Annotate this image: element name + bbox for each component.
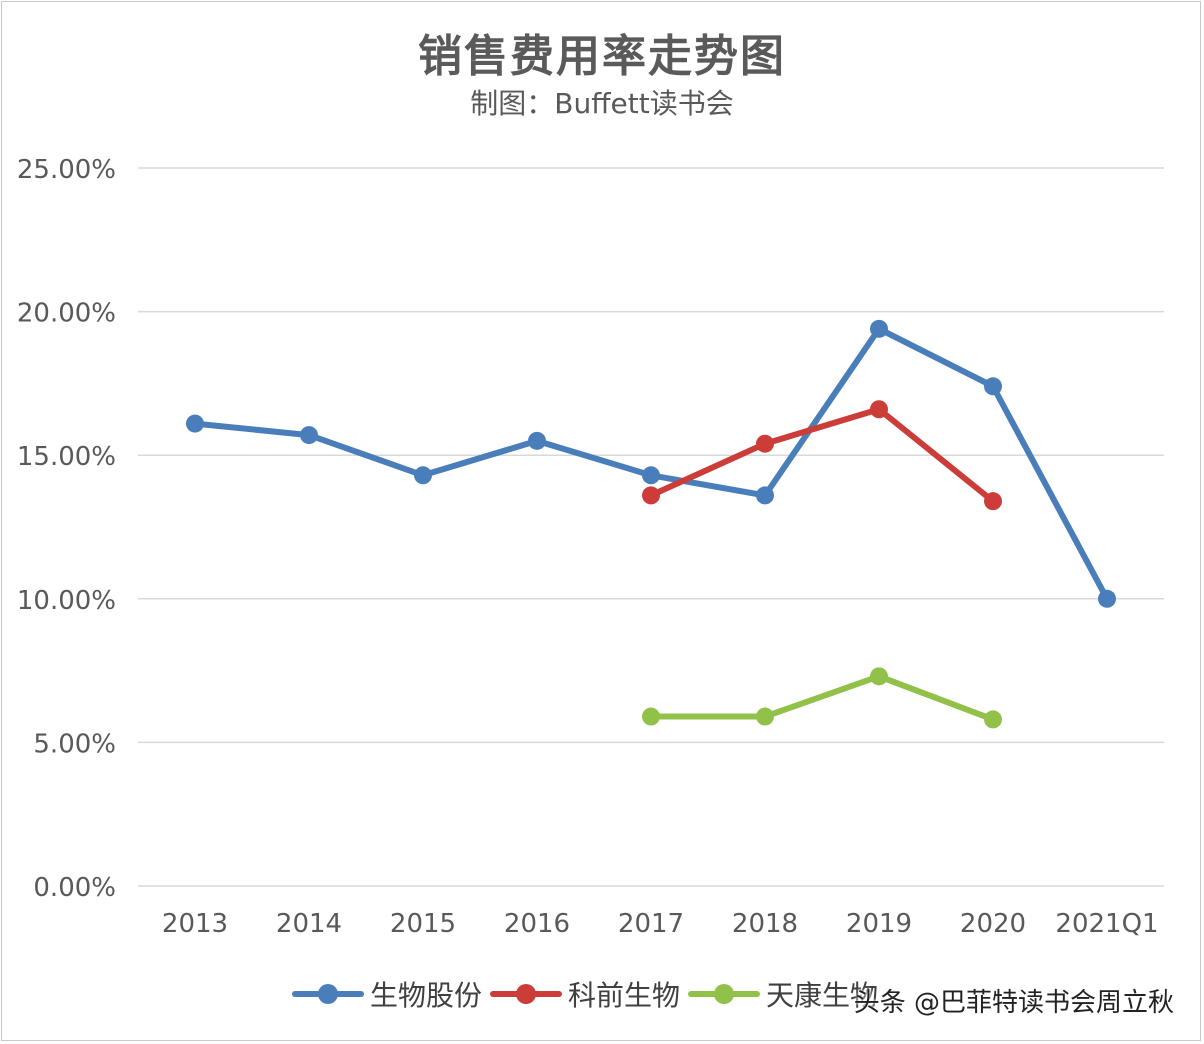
legend-item: 生物股份	[292, 974, 482, 1014]
legend-swatch	[292, 984, 364, 1004]
x-tick-label: 2021Q1	[1055, 909, 1158, 939]
x-tick-label: 2014	[276, 909, 342, 939]
series-1	[186, 319, 1116, 608]
data-point	[984, 377, 1002, 396]
data-point	[642, 707, 660, 726]
data-point	[414, 466, 432, 485]
data-point	[642, 466, 660, 485]
legend-label: 生物股份	[370, 979, 483, 1012]
legend-label: 天康生物	[766, 979, 879, 1012]
x-tick-label: 2019	[846, 909, 912, 939]
series-2	[642, 400, 1002, 511]
legend-item: 天康生物	[688, 974, 878, 1014]
chart-subtitle: 制图：Buffett读书会	[470, 87, 734, 120]
series-3	[642, 667, 1002, 729]
legend-swatch	[490, 984, 563, 1004]
watermark: 头条 @巴菲特读书会周立秋	[853, 988, 1174, 1018]
data-point	[870, 319, 888, 338]
x-tick-label: 2016	[504, 909, 570, 939]
data-point	[642, 486, 660, 505]
x-tick-label: 2017	[618, 909, 684, 939]
data-point	[756, 434, 774, 453]
data-point	[984, 710, 1002, 729]
y-tick-label: 0.00%	[33, 873, 116, 903]
legend-item: 科前生物	[490, 974, 680, 1014]
x-tick-label: 2013	[162, 909, 228, 939]
data-point	[300, 426, 318, 445]
data-point	[870, 400, 888, 419]
x-tick-label: 2018	[732, 909, 798, 939]
y-tick-label: 20.00%	[17, 299, 116, 329]
series-line	[648, 673, 996, 723]
series-line	[648, 406, 996, 505]
data-point	[186, 414, 204, 433]
x-tick-label: 2015	[390, 909, 456, 939]
chart-title: 销售费用率走势图	[418, 31, 786, 82]
y-tick-label: 15.00%	[17, 442, 116, 472]
y-tick-label: 10.00%	[17, 586, 116, 616]
data-point	[528, 431, 546, 450]
chart-legend: 生物股份 科前生物 天康生物	[292, 972, 886, 1016]
x-tick-label: 2020	[960, 909, 1026, 939]
legend-swatch	[688, 984, 761, 1004]
data-point	[1098, 589, 1116, 608]
data-point	[870, 667, 888, 686]
legend-label: 科前生物	[568, 979, 681, 1012]
data-point	[984, 492, 1002, 511]
data-point	[756, 486, 774, 505]
data-point	[756, 707, 774, 726]
y-tick-label: 5.00%	[33, 729, 116, 759]
y-tick-label: 25.00%	[17, 155, 116, 185]
series-line	[192, 325, 1110, 602]
